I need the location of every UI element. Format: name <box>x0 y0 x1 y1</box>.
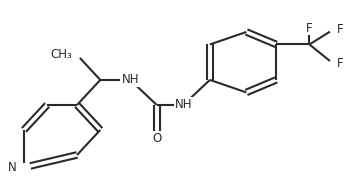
Text: O: O <box>152 132 161 145</box>
Text: N: N <box>8 161 17 174</box>
Text: F: F <box>337 57 343 70</box>
Text: NH: NH <box>175 98 192 112</box>
Text: CH₃: CH₃ <box>50 48 72 61</box>
Text: F: F <box>306 22 313 35</box>
Text: NH: NH <box>121 73 139 86</box>
Text: F: F <box>337 23 343 36</box>
